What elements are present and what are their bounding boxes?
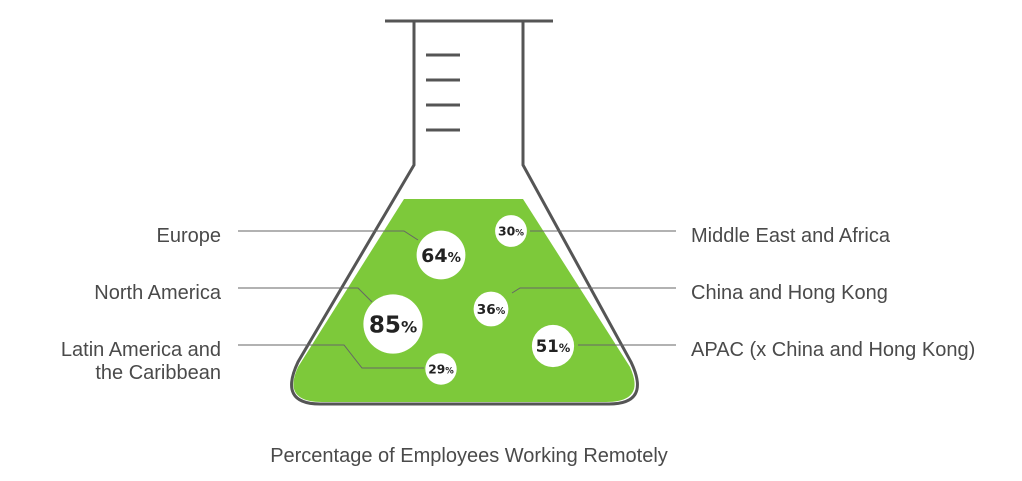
region-label: North America bbox=[94, 282, 222, 304]
flask-liquid bbox=[293, 199, 635, 402]
chart-caption: Percentage of Employees Working Remotely bbox=[270, 445, 668, 467]
bubble-value: 64% bbox=[421, 245, 461, 267]
bubble bbox=[473, 291, 509, 327]
bubble bbox=[425, 353, 457, 385]
bubble bbox=[416, 230, 466, 280]
bubble-value: 30% bbox=[498, 223, 524, 238]
bubble bbox=[495, 215, 527, 247]
bubble bbox=[531, 324, 575, 368]
leader-line bbox=[238, 230, 419, 241]
bubble-value: 85% bbox=[369, 312, 417, 338]
bubble bbox=[363, 294, 423, 354]
leader-line bbox=[511, 287, 676, 294]
region-labels: Europe North America Latin America andthe … bbox=[61, 225, 975, 384]
region-label: China and Hong Kong bbox=[691, 282, 888, 304]
leader-line bbox=[238, 344, 424, 369]
leader-line bbox=[238, 287, 373, 303]
bubble-value: 51% bbox=[536, 337, 571, 356]
region-label: the Caribbean bbox=[95, 362, 221, 384]
bubble-value: 29% bbox=[428, 362, 454, 376]
bubbles: 64% 85% 29% 30% 36% 51% bbox=[363, 215, 575, 385]
region-label: Middle East and Africa bbox=[691, 225, 891, 247]
region-label: Latin America and bbox=[61, 339, 221, 361]
leader-lines bbox=[238, 230, 676, 369]
bubble-value: 36% bbox=[477, 302, 506, 318]
flask-graduations bbox=[426, 53, 460, 132]
region-label: Europe bbox=[157, 225, 222, 247]
region-label: APAC (x China and Hong Kong) bbox=[691, 339, 975, 361]
flask-outline bbox=[290, 22, 639, 406]
